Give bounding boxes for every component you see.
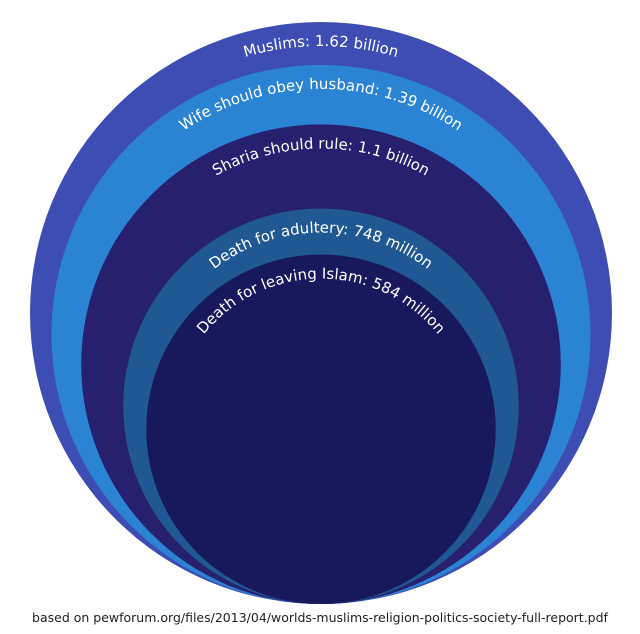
circles (30, 22, 612, 605)
circle (146, 254, 496, 605)
source-note: based on pewforum.org/files/2013/04/worl… (32, 610, 609, 625)
